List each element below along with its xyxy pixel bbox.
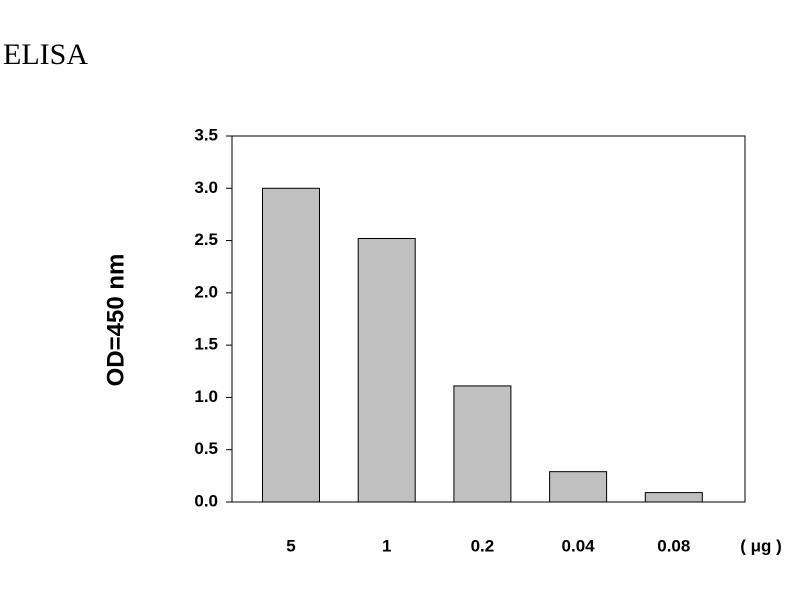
x-tick-label: 1 [382,536,391,555]
bar [549,471,608,503]
x-axis-label: ( μg ) [740,536,782,555]
y-axis-label: OD=450 nm [102,254,129,387]
bar [453,385,512,503]
x-tick-label: 0.2 [471,536,495,555]
x-tick-label: 5 [286,536,295,555]
y-tick-label: 3.5 [194,125,218,144]
y-tick-label: 2.5 [194,230,218,249]
y-tick-label: 2.0 [194,282,218,301]
x-tick-label: 0.04 [562,536,596,555]
chart-title: ELISA [3,38,88,71]
x-tick-label: 0.08 [657,536,690,555]
bar [357,237,416,503]
y-tick-label: 1.0 [194,387,218,406]
y-tick-label: 0.0 [194,491,218,510]
bar [644,492,703,503]
y-tick-label: 0.5 [194,439,218,458]
bar [262,187,320,503]
y-tick-label: 1.5 [194,335,218,354]
y-tick-label: 3.0 [194,178,218,197]
